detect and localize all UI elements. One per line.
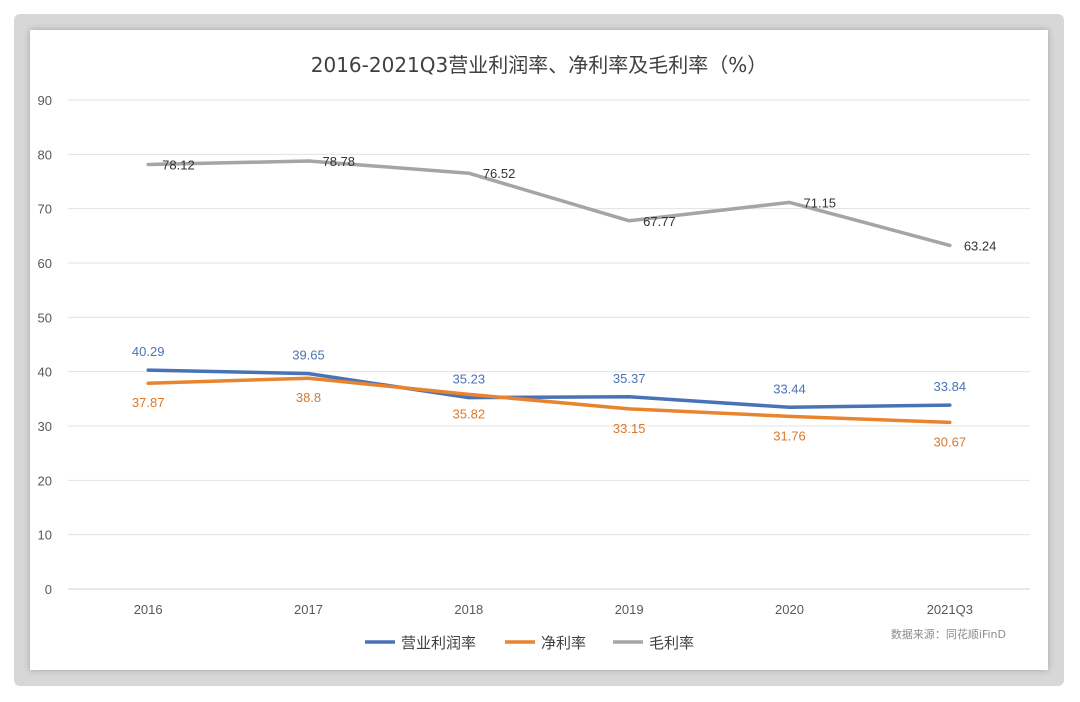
y-tick-label: 80	[38, 147, 52, 162]
x-tick-label: 2017	[294, 602, 323, 617]
data-label: 31.76	[773, 428, 806, 443]
data-label: 38.8	[296, 390, 321, 405]
data-label: 35.23	[453, 372, 486, 387]
series-lines	[146, 159, 952, 425]
data-label: 30.67	[934, 434, 967, 449]
data-label: 33.15	[613, 421, 646, 436]
y-tick-label: 10	[38, 528, 52, 543]
data-label: 37.87	[132, 395, 165, 410]
data-label: 67.77	[643, 214, 676, 229]
y-tick-label: 0	[45, 582, 52, 597]
data-labels: 40.29 39.65 35.23 35.37 33.44 33.84 37.87 38.8 3…	[132, 154, 996, 449]
data-label: 71.15	[804, 195, 837, 210]
y-tick-label: 40	[38, 365, 52, 380]
chart-title: 2016-2021Q3营业利润率、净利率及毛利率（%）	[311, 53, 767, 77]
data-label: 78.78	[323, 154, 356, 169]
data-label: 76.52	[483, 166, 516, 181]
x-tick-label: 2016	[134, 602, 163, 617]
data-label: 35.82	[453, 406, 486, 421]
data-label: 39.65	[292, 348, 325, 363]
y-tick-label: 70	[38, 202, 52, 217]
data-label: 63.24	[964, 238, 997, 253]
x-tick-label: 2020	[775, 602, 804, 617]
data-label: 35.37	[613, 371, 646, 386]
series-line	[146, 376, 952, 425]
y-tick-label: 30	[38, 419, 52, 434]
line-chart: 2016-2021Q3营业利润率、净利率及毛利率（%） 0 10 20 30 40 50 6…	[38, 53, 1030, 652]
series-line	[146, 159, 952, 248]
legend: 营业利润率 净利率 毛利率	[365, 634, 694, 652]
x-tick-label: 2019	[615, 602, 644, 617]
legend-label: 营业利润率	[401, 634, 476, 652]
gridlines	[68, 99, 1030, 590]
y-axis: 0 10 20 30 40 50 60 70 80 90	[38, 93, 52, 597]
data-label: 78.12	[162, 158, 195, 173]
chart-card: 2016-2021Q3营业利润率、净利率及毛利率（%） 0 10 20 30 40 50 6…	[30, 30, 1048, 670]
y-tick-label: 20	[38, 473, 52, 488]
legend-label: 净利率	[541, 634, 586, 652]
x-tick-label: 2021Q3	[927, 602, 973, 617]
data-label: 33.44	[773, 381, 806, 396]
y-tick-label: 90	[38, 93, 52, 108]
y-tick-label: 50	[38, 310, 52, 325]
data-label: 40.29	[132, 344, 165, 359]
source-note: 数据来源：同花顺iFinD	[890, 628, 1006, 641]
x-tick-label: 2018	[454, 602, 483, 617]
y-tick-label: 60	[38, 256, 52, 271]
legend-label: 毛利率	[649, 634, 694, 652]
x-axis: 2016 2017 2018 2019 2020 2021Q3	[134, 602, 973, 617]
series-line	[146, 368, 952, 410]
data-label: 33.84	[934, 379, 967, 394]
